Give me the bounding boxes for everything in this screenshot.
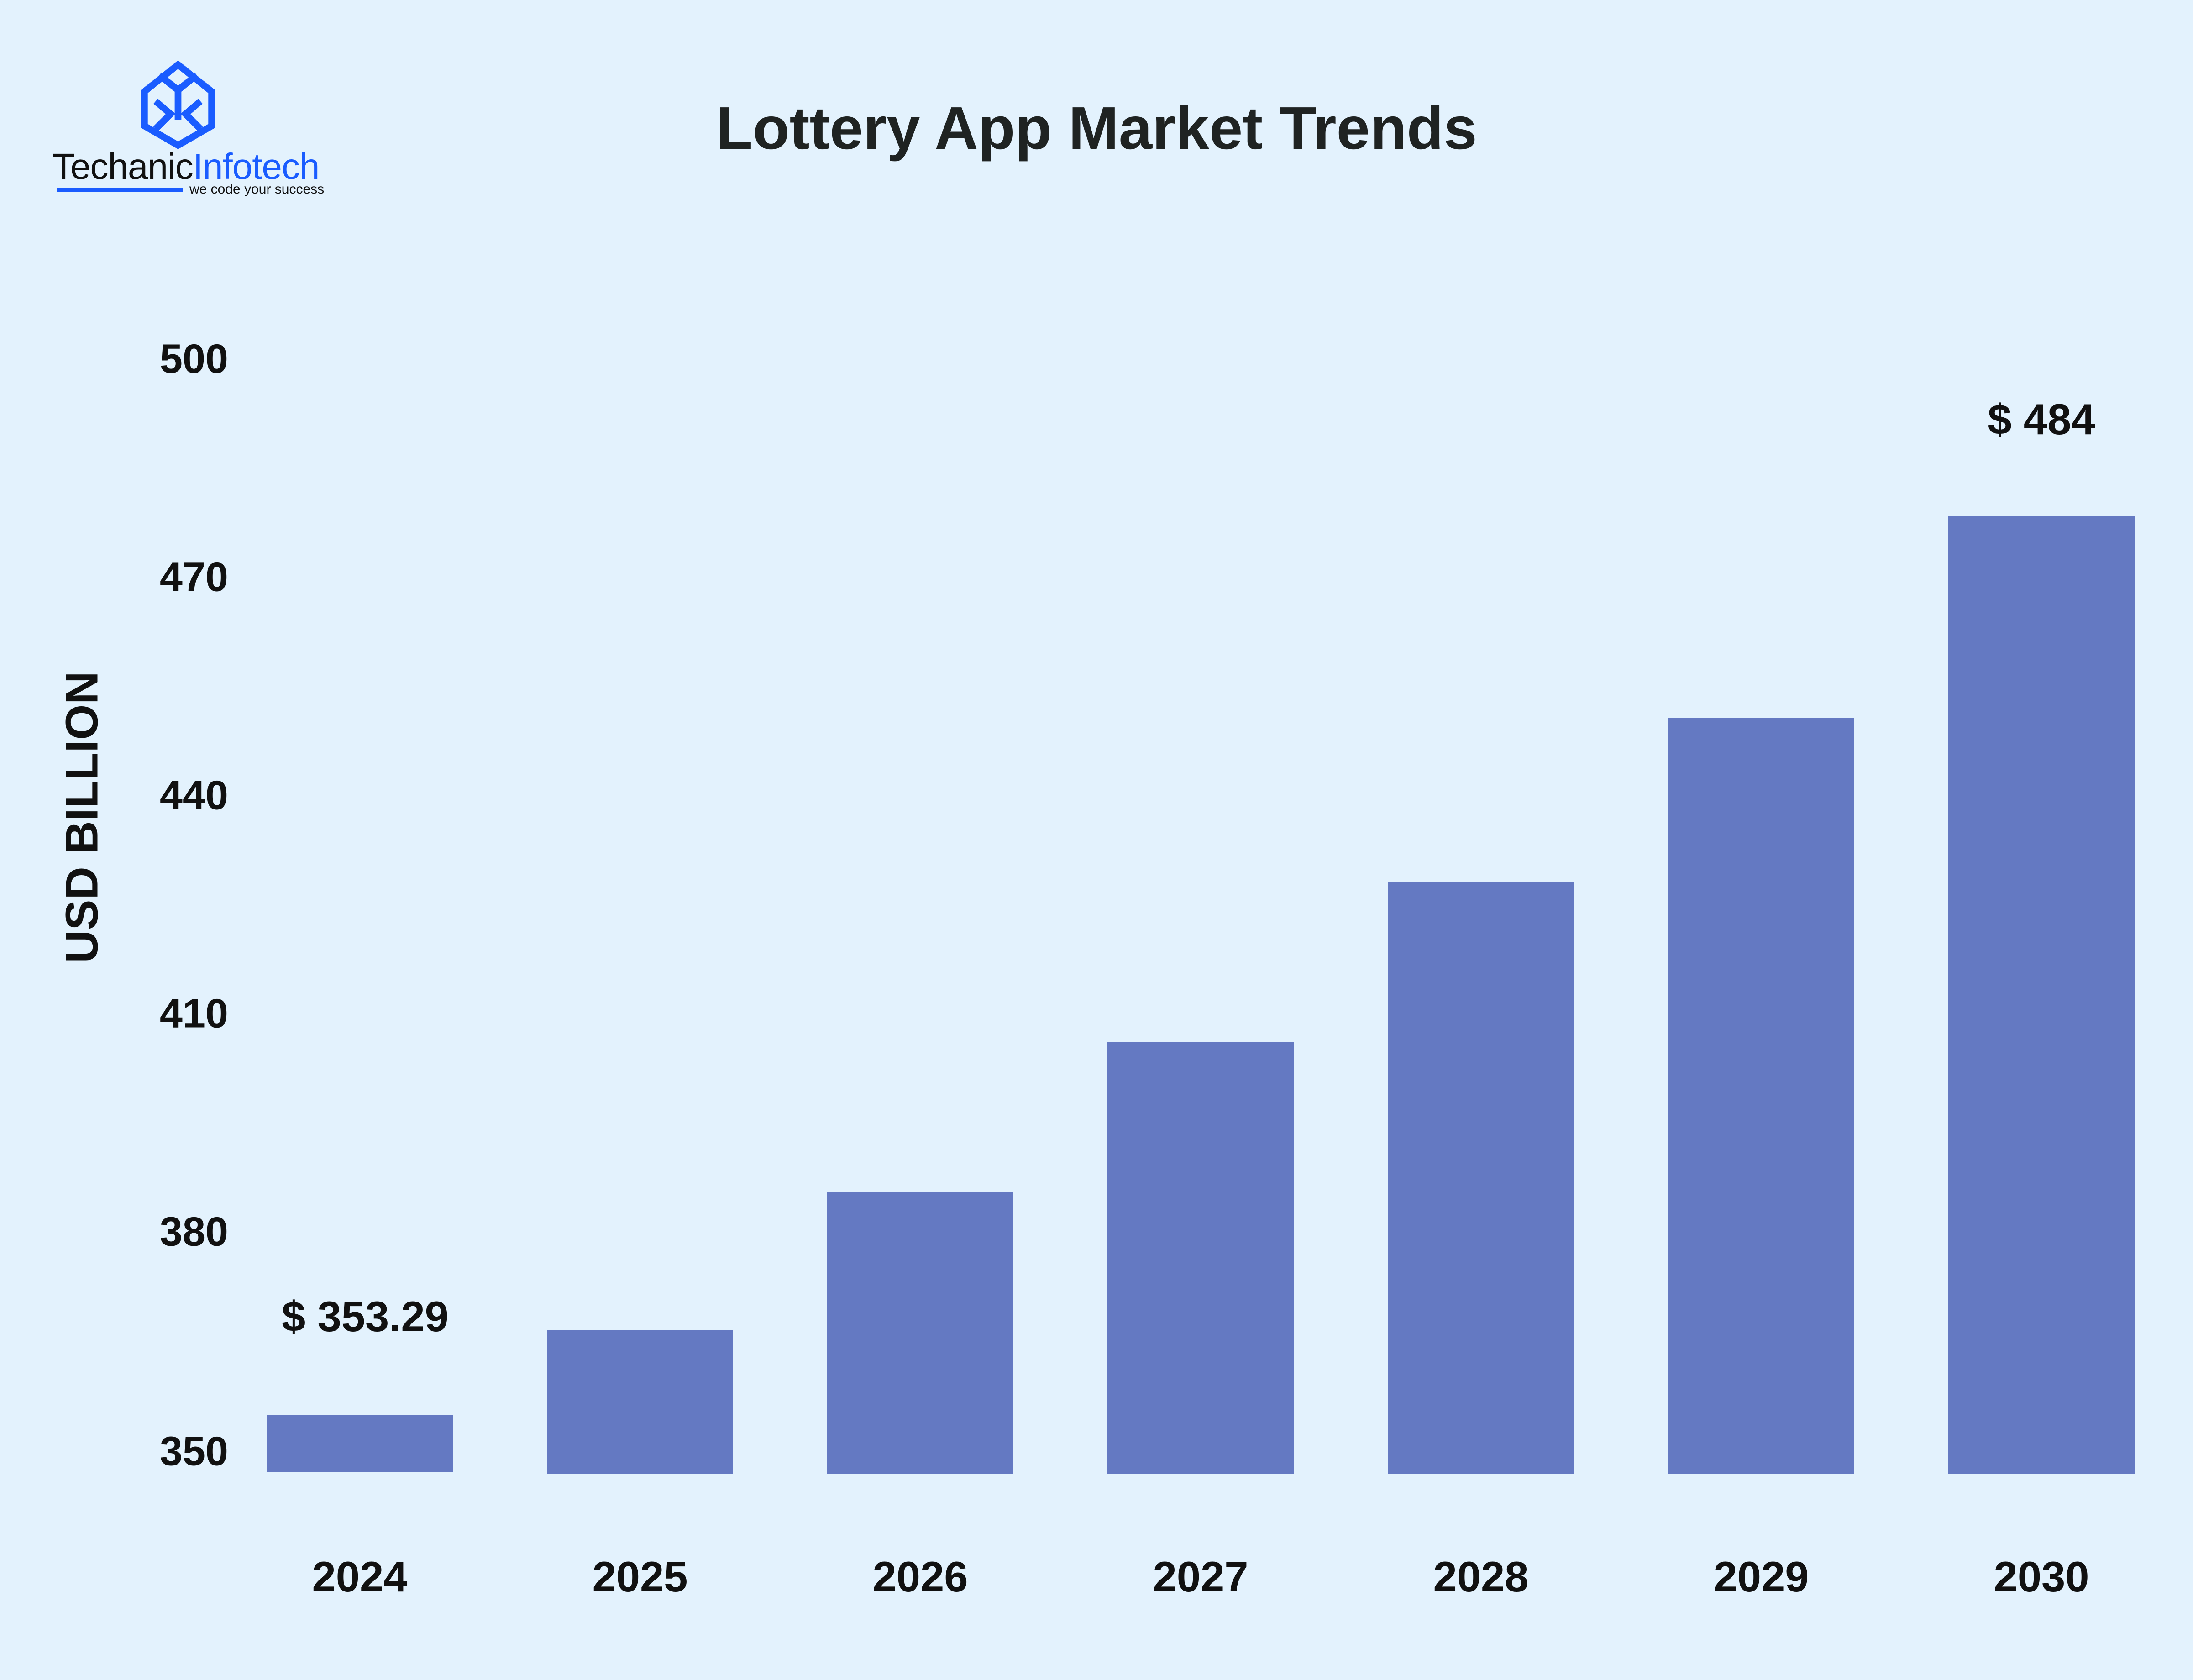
x-tick-2030: 2030 bbox=[1994, 1553, 2089, 1601]
y-tick-470: 470 bbox=[159, 554, 228, 600]
bar-2029 bbox=[1668, 718, 1854, 1474]
bar-2027 bbox=[1107, 1042, 1294, 1474]
y-tick-380: 380 bbox=[159, 1209, 228, 1255]
logo-name-part2: Infotech bbox=[193, 146, 320, 187]
bar-2026 bbox=[827, 1192, 1013, 1474]
logo-name-part1: Techanic bbox=[52, 146, 194, 187]
bar-2030 bbox=[1948, 516, 2135, 1474]
cube-logo-icon bbox=[141, 60, 215, 149]
x-tick-2024: 2024 bbox=[312, 1553, 408, 1601]
logo-tagline: we code your success bbox=[189, 182, 325, 197]
logo-underline bbox=[57, 188, 183, 192]
bar-2024 bbox=[267, 1415, 453, 1472]
x-tick-2025: 2025 bbox=[592, 1553, 688, 1601]
company-logo: TechanicInfotech we code your success bbox=[52, 59, 324, 197]
x-tick-2027: 2027 bbox=[1153, 1553, 1249, 1601]
data-label-2030: $ 484 bbox=[1988, 395, 2095, 443]
y-axis-label: USD BILLION bbox=[56, 671, 108, 963]
chart-title: Lottery App Market Trends bbox=[716, 94, 1477, 162]
x-tick-2028: 2028 bbox=[1433, 1553, 1529, 1601]
logo-wordmark: TechanicInfotech bbox=[52, 146, 320, 187]
y-tick-440: 440 bbox=[159, 772, 228, 819]
y-tick-500: 500 bbox=[159, 336, 228, 382]
bar-2028 bbox=[1388, 882, 1574, 1474]
y-tick-350: 350 bbox=[159, 1428, 228, 1475]
bar-2025 bbox=[547, 1330, 733, 1474]
y-tick-410: 410 bbox=[159, 991, 228, 1037]
x-tick-2026: 2026 bbox=[872, 1553, 968, 1601]
x-tick-2029: 2029 bbox=[1713, 1553, 1809, 1601]
data-label-2024: $ 353.29 bbox=[282, 1292, 449, 1340]
